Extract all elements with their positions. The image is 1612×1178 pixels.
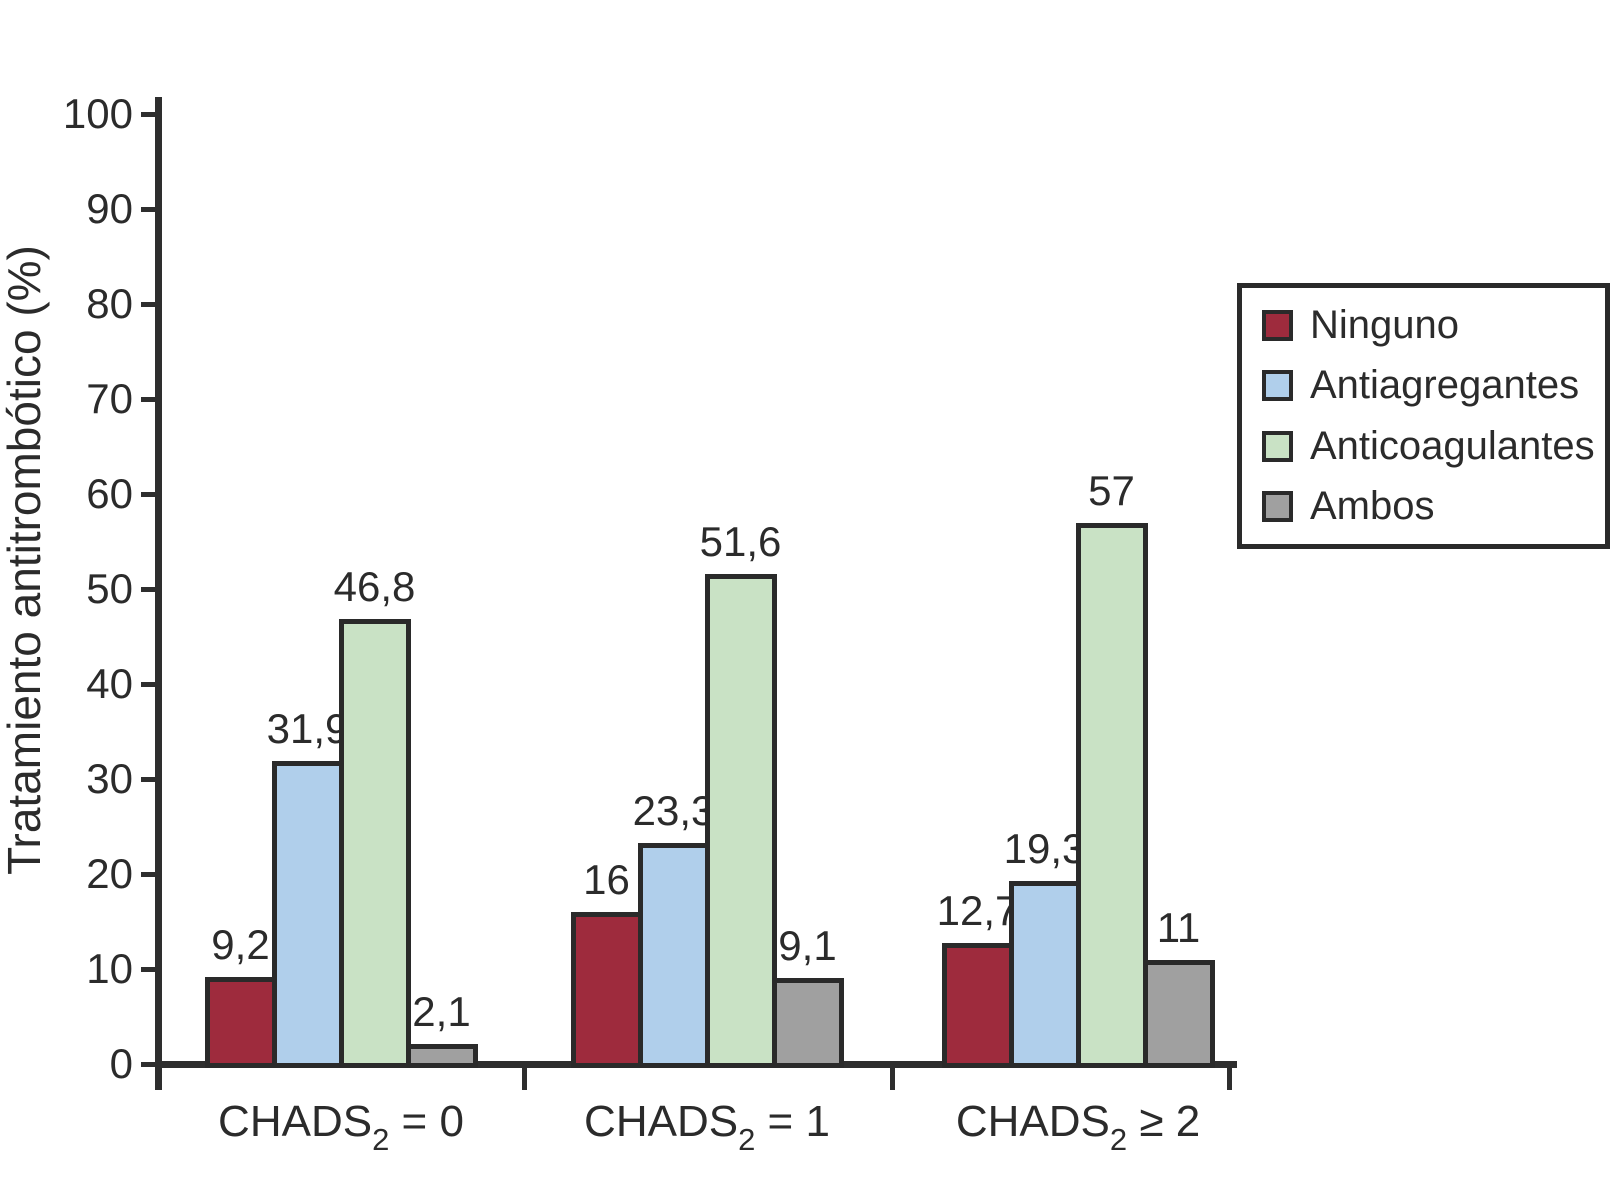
x-axis-label: CHADS2 = 0 (121, 1092, 561, 1157)
x-axis-tick (890, 1063, 895, 1090)
legend: Ninguno Antiagregantes Anticoagulantes Ambo… (1237, 283, 1610, 549)
bar-value-label: 46,8 (333, 563, 416, 611)
y-axis-tick (141, 681, 155, 687)
bar-ambos-group3 (1142, 959, 1215, 1068)
bar-ambos-group2 (771, 977, 844, 1068)
legend-label: Ninguno (1310, 303, 1460, 348)
bar-value-label: 16 (583, 856, 630, 903)
bar-ninguno-group1 (204, 976, 277, 1068)
bar-anticoagulantes-group2 (704, 573, 777, 1068)
y-axis-tick-label: 70 (86, 375, 133, 422)
legend-label: Antiagregantes (1310, 363, 1580, 408)
legend-swatch-icon (1262, 430, 1293, 462)
bar-ambos-group1 (405, 1044, 478, 1068)
legend-swatch-icon (1262, 490, 1293, 522)
x-label-suffix: = 0 (389, 1097, 464, 1146)
legend-label: Anticoagulantes (1310, 423, 1595, 468)
y-axis-tick (141, 871, 155, 877)
y-axis-tick (141, 111, 155, 117)
y-axis-tick (141, 776, 155, 782)
bar-antiagregantes-group1 (271, 760, 344, 1068)
x-label-suffix: = 1 (755, 1097, 830, 1146)
y-axis-line (155, 97, 162, 1090)
y-axis-tick-label: 50 (86, 565, 133, 612)
x-label-subscript: 2 (738, 1122, 756, 1157)
y-axis-tick-label: 10 (86, 945, 133, 992)
bar-value-label: 2,1 (412, 988, 471, 1036)
y-axis-tick-label: 40 (86, 660, 133, 707)
bar-value-label: 12,7 (936, 887, 1019, 935)
x-label-prefix: CHADS (584, 1097, 739, 1146)
x-axis-tick (521, 1063, 527, 1090)
y-axis-tick-label: 90 (86, 185, 133, 232)
bar-value-label: 57 (1088, 466, 1135, 514)
x-axis-tick (1227, 1063, 1232, 1090)
legend-item-ninguno: Ninguno (1262, 303, 1605, 348)
y-axis-tick (141, 396, 155, 402)
y-axis-tick-label: 60 (86, 470, 133, 517)
bar-value-label: 9,1 (778, 921, 837, 969)
y-axis-tick (141, 966, 155, 972)
y-axis-tick (141, 301, 155, 307)
x-label-prefix: CHADS (955, 1097, 1110, 1146)
y-axis-tick (141, 1061, 155, 1067)
y-axis-tick-label: 20 (86, 850, 133, 897)
legend-item-anticoagulantes: Anticoagulantes (1262, 424, 1605, 469)
legend-item-ambos: Ambos (1262, 484, 1605, 529)
x-label-suffix: ≥ 2 (1127, 1097, 1201, 1146)
bar-value-label: 31,9 (266, 704, 349, 752)
bar-value-label: 19,3 (1003, 824, 1086, 872)
bar-ninguno-group2 (570, 912, 643, 1068)
legend-swatch-icon (1262, 370, 1293, 402)
y-axis-tick (141, 206, 155, 212)
bar-value-label: 23,3 (632, 786, 715, 834)
bar-value-label: 9,2 (211, 920, 270, 968)
y-axis-tick-label: 80 (86, 280, 133, 327)
x-axis-label: CHADS2 ≥ 2 (858, 1092, 1298, 1157)
bar-ninguno-group3 (941, 943, 1014, 1068)
y-axis-tick-label: 30 (86, 755, 133, 802)
legend-item-antiagregantes: Antiagregantes (1262, 363, 1605, 408)
x-label-subscript: 2 (372, 1122, 390, 1157)
x-label-subscript: 2 (1109, 1122, 1128, 1157)
bar-value-label: 11 (1156, 903, 1201, 951)
x-axis-label: CHADS2 = 1 (487, 1092, 927, 1157)
bar-anticoagulantes-group1 (338, 619, 411, 1068)
y-axis-tick-label: 0 (109, 1040, 133, 1087)
bar-value-label: 51,6 (699, 517, 782, 565)
bar-antiagregantes-group2 (637, 842, 710, 1068)
y-axis-tick (141, 491, 155, 497)
bar-antiagregantes-group3 (1008, 880, 1081, 1068)
y-axis-tick (141, 586, 155, 592)
y-axis-tick-label: 100 (62, 90, 133, 137)
bar-anticoagulantes-group3 (1075, 522, 1148, 1068)
legend-swatch-icon (1262, 310, 1293, 342)
x-label-prefix: CHADS (218, 1097, 373, 1146)
legend-label: Ambos (1310, 483, 1435, 528)
